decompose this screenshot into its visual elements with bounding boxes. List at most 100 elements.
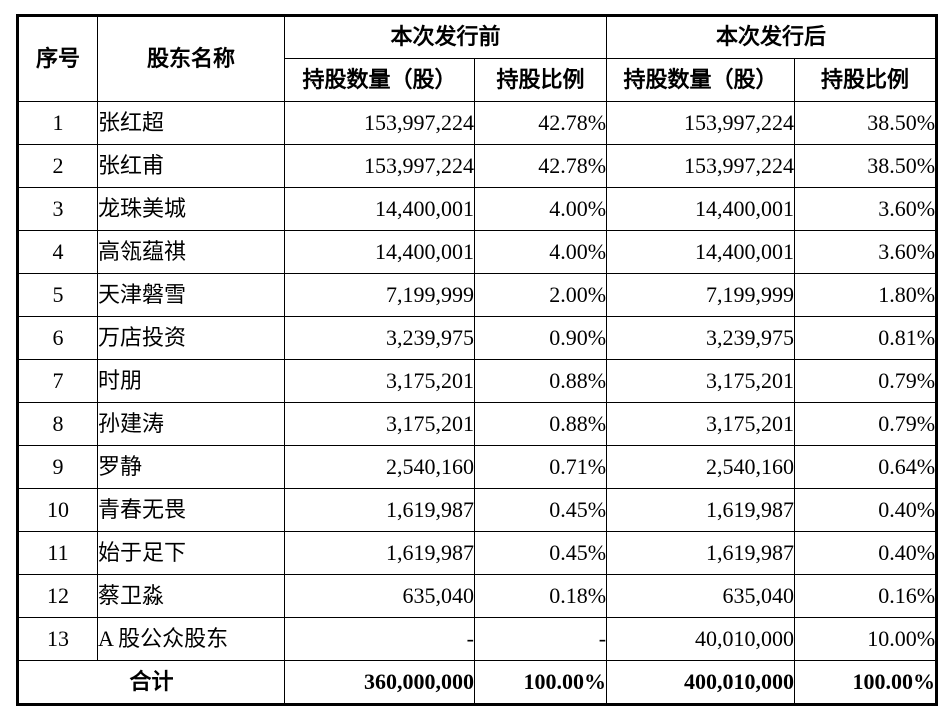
table-row: 13 A 股公众股东 - - 40,010,000 10.00% <box>17 617 938 661</box>
total-before-ratio: 100.00% <box>473 660 608 705</box>
shareholder-table: 序号 股东名称 本次发行前 本次发行后 持股数量（股） 持股比例 持股数量（股）… <box>16 14 939 706</box>
cell-before-shares: 1,619,987 <box>284 488 475 532</box>
cell-shareholder-name: 高瓴蕴祺 <box>97 230 285 274</box>
cell-before-ratio: 4.00% <box>473 187 608 231</box>
cell-before-shares: 14,400,001 <box>284 187 475 231</box>
cell-after-ratio: 3.60% <box>794 187 938 231</box>
total-after-shares: 400,010,000 <box>606 660 796 705</box>
cell-before-shares: 3,175,201 <box>284 359 475 403</box>
cell-serial-number: 6 <box>17 316 98 360</box>
cell-before-shares: 14,400,001 <box>284 230 475 274</box>
cell-shareholder-name: 蔡卫淼 <box>97 574 285 618</box>
header-shareholder-name: 股东名称 <box>97 15 285 102</box>
header-group-after-issuance: 本次发行后 <box>606 15 938 59</box>
cell-before-ratio: 42.78% <box>473 101 608 145</box>
cell-before-shares: 7,199,999 <box>284 273 475 317</box>
cell-serial-number: 13 <box>17 617 98 661</box>
total-before-shares: 360,000,000 <box>284 660 475 705</box>
cell-after-ratio: 3.60% <box>794 230 938 274</box>
cell-before-shares: 3,175,201 <box>284 402 475 446</box>
table-row: 9 罗静 2,540,160 0.71% 2,540,160 0.64% <box>17 445 938 489</box>
cell-after-ratio: 0.16% <box>794 574 938 618</box>
cell-after-shares: 3,175,201 <box>606 359 796 403</box>
cell-before-ratio: 0.18% <box>473 574 608 618</box>
cell-serial-number: 11 <box>17 531 98 575</box>
table-row: 8 孙建涛 3,175,201 0.88% 3,175,201 0.79% <box>17 402 938 446</box>
cell-after-ratio: 0.64% <box>794 445 938 489</box>
cell-serial-number: 2 <box>17 144 98 188</box>
cell-after-shares: 40,010,000 <box>606 617 796 661</box>
total-after-ratio: 100.00% <box>794 660 938 705</box>
cell-shareholder-name: 天津磐雪 <box>97 273 285 317</box>
cell-serial-number: 10 <box>17 488 98 532</box>
cell-after-ratio: 0.40% <box>794 531 938 575</box>
header-before-ratio: 持股比例 <box>473 58 608 102</box>
cell-after-shares: 3,175,201 <box>606 402 796 446</box>
cell-after-ratio: 0.79% <box>794 402 938 446</box>
cell-shareholder-name: 张红甫 <box>97 144 285 188</box>
cell-after-shares: 635,040 <box>606 574 796 618</box>
cell-after-shares: 14,400,001 <box>606 230 796 274</box>
cell-after-shares: 2,540,160 <box>606 445 796 489</box>
cell-shareholder-name: 始于足下 <box>97 531 285 575</box>
cell-after-shares: 3,239,975 <box>606 316 796 360</box>
cell-shareholder-name: 万店投资 <box>97 316 285 360</box>
cell-after-shares: 153,997,224 <box>606 101 796 145</box>
table-footer: 合计 360,000,000 100.00% 400,010,000 100.0… <box>17 660 938 705</box>
cell-shareholder-name: 张红超 <box>97 101 285 145</box>
cell-before-shares: 153,997,224 <box>284 101 475 145</box>
cell-before-ratio: 4.00% <box>473 230 608 274</box>
header-serial-number: 序号 <box>17 15 98 102</box>
cell-serial-number: 4 <box>17 230 98 274</box>
cell-before-ratio: 0.45% <box>473 531 608 575</box>
table-body: 1 张红超 153,997,224 42.78% 153,997,224 38.… <box>17 101 938 661</box>
cell-shareholder-name: 时朋 <box>97 359 285 403</box>
table-row: 6 万店投资 3,239,975 0.90% 3,239,975 0.81% <box>17 316 938 360</box>
cell-after-ratio: 10.00% <box>794 617 938 661</box>
cell-before-ratio: 42.78% <box>473 144 608 188</box>
cell-before-ratio: 0.71% <box>473 445 608 489</box>
cell-serial-number: 7 <box>17 359 98 403</box>
total-row: 合计 360,000,000 100.00% 400,010,000 100.0… <box>17 660 938 705</box>
cell-before-shares: 635,040 <box>284 574 475 618</box>
cell-serial-number: 1 <box>17 101 98 145</box>
cell-after-shares: 14,400,001 <box>606 187 796 231</box>
table-header: 序号 股东名称 本次发行前 本次发行后 持股数量（股） 持股比例 持股数量（股）… <box>17 15 938 102</box>
cell-after-ratio: 0.81% <box>794 316 938 360</box>
table-row: 7 时朋 3,175,201 0.88% 3,175,201 0.79% <box>17 359 938 403</box>
table-row: 10 青春无畏 1,619,987 0.45% 1,619,987 0.40% <box>17 488 938 532</box>
cell-after-shares: 153,997,224 <box>606 144 796 188</box>
cell-before-ratio: 0.45% <box>473 488 608 532</box>
cell-after-shares: 1,619,987 <box>606 531 796 575</box>
cell-after-shares: 7,199,999 <box>606 273 796 317</box>
cell-before-ratio: - <box>473 617 608 661</box>
total-label: 合计 <box>17 660 285 705</box>
cell-before-shares: 2,540,160 <box>284 445 475 489</box>
cell-after-shares: 1,619,987 <box>606 488 796 532</box>
table-row: 3 龙珠美城 14,400,001 4.00% 14,400,001 3.60% <box>17 187 938 231</box>
header-group-row: 序号 股东名称 本次发行前 本次发行后 <box>17 15 938 102</box>
cell-before-ratio: 0.90% <box>473 316 608 360</box>
cell-shareholder-name: 龙珠美城 <box>97 187 285 231</box>
cell-after-ratio: 38.50% <box>794 144 938 188</box>
header-after-ratio: 持股比例 <box>794 58 938 102</box>
cell-before-shares: 3,239,975 <box>284 316 475 360</box>
cell-serial-number: 5 <box>17 273 98 317</box>
cell-shareholder-name: 罗静 <box>97 445 285 489</box>
cell-before-ratio: 0.88% <box>473 402 608 446</box>
header-group-before-issuance: 本次发行前 <box>283 15 608 59</box>
cell-serial-number: 9 <box>17 445 98 489</box>
cell-after-ratio: 0.79% <box>794 359 938 403</box>
cell-after-ratio: 0.40% <box>794 488 938 532</box>
table-row: 1 张红超 153,997,224 42.78% 153,997,224 38.… <box>17 101 938 145</box>
cell-shareholder-name: 孙建涛 <box>97 402 285 446</box>
cell-serial-number: 8 <box>17 402 98 446</box>
cell-shareholder-name: 青春无畏 <box>97 488 285 532</box>
cell-serial-number: 3 <box>17 187 98 231</box>
cell-after-ratio: 1.80% <box>794 273 938 317</box>
cell-shareholder-name: A 股公众股东 <box>97 617 285 661</box>
table-row: 4 高瓴蕴祺 14,400,001 4.00% 14,400,001 3.60% <box>17 230 938 274</box>
cell-after-ratio: 38.50% <box>794 101 938 145</box>
cell-before-shares: 153,997,224 <box>284 144 475 188</box>
